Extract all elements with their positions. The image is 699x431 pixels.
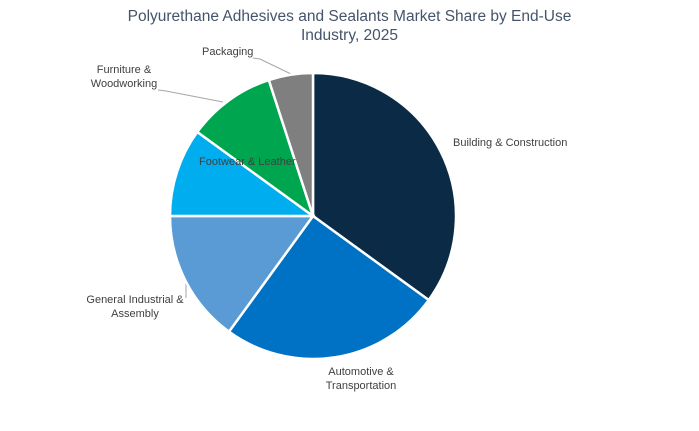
pie-slice-building-construction[interactable] [311,71,458,302]
pie-slice-packaging[interactable] [267,71,315,217]
slice-label-packaging: Packaging [202,46,254,58]
chart-title: Polyurethane Adhesives and Sealants Mark… [127,8,572,44]
slice-label-automotive-transportation: Automotive & Transportation [325,366,397,392]
slice-label-building-construction: Building & Construction [453,137,568,149]
slice-label-footwear-leather: Footwear & Leather [199,156,296,168]
pie-slice-automotive-transportation[interactable] [227,214,431,361]
furniture-leader-line [157,89,224,103]
pie-slices [168,71,458,361]
pie-slice-general-industrial-assembly[interactable] [168,214,316,334]
slice-label-general-industrial-assembly: General Industrial & Assembly [86,294,184,320]
packaging-leader-line [252,57,292,75]
slice-label-furniture-woodworking: Furniture & Woodworking [90,64,158,90]
pie-slice-furniture-woodworking[interactable] [195,78,316,220]
pie-slice-footwear-leather[interactable] [168,130,317,218]
